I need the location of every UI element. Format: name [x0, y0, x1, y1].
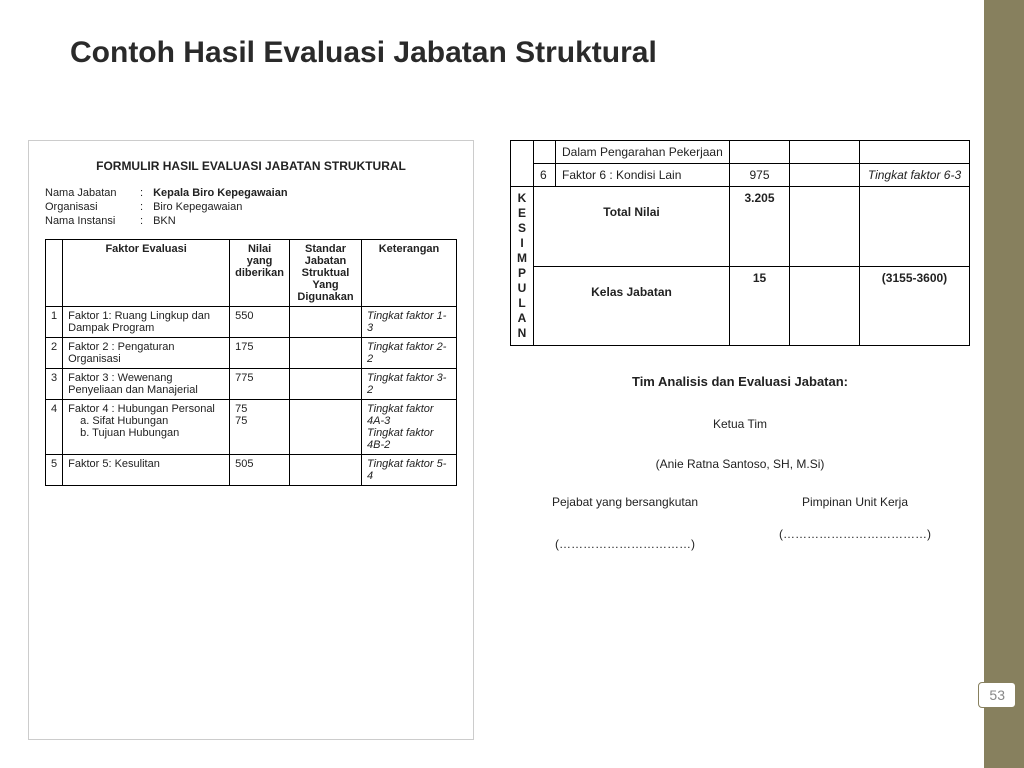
row6-val: 975 [730, 164, 790, 187]
row6-faktor: Faktor 6 : Kondisi Lain [556, 164, 730, 187]
table-row-total: KESIMPULAN Total Nilai 3.205 [511, 187, 970, 267]
accent-sidebar [984, 0, 1024, 768]
meta-value: BKN [153, 215, 176, 227]
evaluation-table: Faktor Evaluasi Nilai yang diberikan Sta… [45, 239, 457, 486]
sign-right: Pimpinan Unit Kerja (………………………………) [745, 495, 966, 551]
continuation-table: Dalam Pengarahan Pekerjaan 6 Faktor 6 : … [510, 140, 970, 346]
col-num [46, 240, 63, 307]
right-panel: Dalam Pengarahan Pekerjaan 6 Faktor 6 : … [510, 140, 970, 551]
table-row: 6 Faktor 6 : Kondisi Lain 975 Tingkat fa… [511, 164, 970, 187]
table-row-kelas: Kelas Jabatan 15 (3155-3600) [511, 266, 970, 346]
row6-num: 6 [534, 164, 556, 187]
range-value: (3155-3600) [860, 266, 970, 346]
sign-left-label: Pejabat yang bersangkutan [515, 495, 736, 509]
table-row: 1Faktor 1: Ruang Lingkup dan Dampak Prog… [46, 307, 457, 338]
sign-right-label: Pimpinan Unit Kerja [745, 495, 966, 509]
col-standar: Standar Jabatan Struktual Yang Digunakan [290, 240, 362, 307]
vertical-kesimpulan: KESIMPULAN [511, 187, 534, 346]
row6-ket: Tingkat faktor 6-3 [860, 164, 970, 187]
meta-row-organisasi: Organisasi: Biro Kepegawaian [45, 201, 457, 213]
meta-row-jabatan: Nama Jabatan: Kepala Biro Kepegawaian [45, 187, 457, 199]
meta-label: Organisasi [45, 201, 140, 213]
total-value: 3.205 [730, 187, 790, 267]
sign-right-line: (………………………………) [745, 527, 966, 541]
ketua-block: Ketua Tim (Anie Ratna Santoso, SH, M.Si) [510, 417, 970, 471]
col-nilai: Nilai yang diberikan [230, 240, 290, 307]
page-number-badge: 53 [978, 682, 1016, 708]
col-faktor: Faktor Evaluasi [63, 240, 230, 307]
sign-left: Pejabat yang bersangkutan (……………………………) [515, 495, 736, 551]
table-row: 3Faktor 3 : Wewenang Penyeliaan dan Mana… [46, 369, 457, 400]
col-keterangan: Keterangan [362, 240, 457, 307]
ketua-label: Ketua Tim [510, 417, 970, 431]
form-title: FORMULIR HASIL EVALUASI JABATAN STRUKTUR… [45, 159, 457, 173]
section-heading: Tim Analisis dan Evaluasi Jabatan: [510, 374, 970, 389]
left-form-document: FORMULIR HASIL EVALUASI JABATAN STRUKTUR… [28, 140, 474, 740]
meta-label: Nama Instansi [45, 215, 140, 227]
ketua-name: (Anie Ratna Santoso, SH, M.Si) [510, 457, 970, 471]
kelas-label: Kelas Jabatan [534, 266, 730, 346]
cont-text: Dalam Pengarahan Pekerjaan [556, 141, 730, 164]
sign-left-line: (……………………………) [515, 537, 736, 551]
meta-value: Kepala Biro Kepegawaian [153, 187, 288, 199]
table-header-row: Faktor Evaluasi Nilai yang diberikan Sta… [46, 240, 457, 307]
meta-label: Nama Jabatan [45, 187, 140, 199]
meta-row-instansi: Nama Instansi: BKN [45, 215, 457, 227]
table-row: Dalam Pengarahan Pekerjaan [511, 141, 970, 164]
table-row: 2Faktor 2 : Pengaturan Organisasi175Ting… [46, 338, 457, 369]
kelas-value: 15 [730, 266, 790, 346]
table-row: 4Faktor 4 : Hubungan Personala. Sifat Hu… [46, 400, 457, 455]
total-label: Total Nilai [534, 187, 730, 267]
meta-value: Biro Kepegawaian [153, 201, 242, 213]
table-row: 5Faktor 5: Kesulitan505Tingkat faktor 5-… [46, 455, 457, 486]
signature-row: Pejabat yang bersangkutan (……………………………) … [510, 495, 970, 551]
slide-title: Contoh Hasil Evaluasi Jabatan Struktural [70, 36, 657, 70]
